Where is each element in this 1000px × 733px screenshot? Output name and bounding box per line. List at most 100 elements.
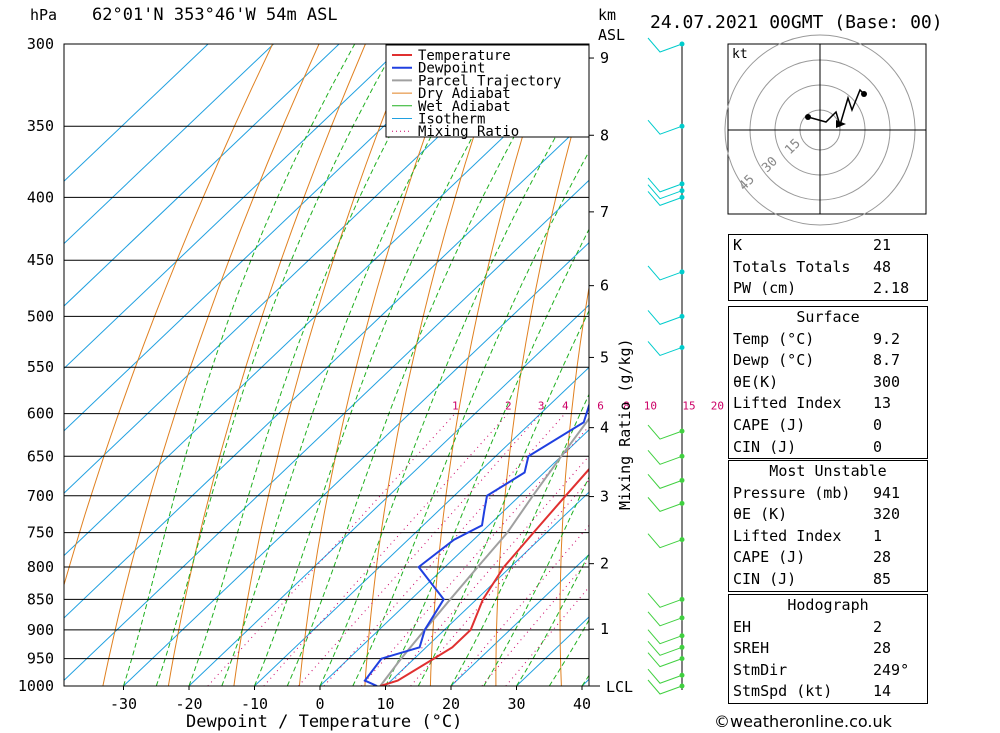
mixing-ratio-axis-title: Mixing Ratio (g/kg) (616, 338, 634, 510)
mixing-ratio-label: 15 (682, 400, 695, 413)
hodograph-start-dot (805, 114, 811, 120)
pressure-tick-label: 550 (27, 358, 54, 376)
wind-barb (647, 119, 683, 135)
profiles (363, 402, 589, 686)
hodograph-table-title: Hodograph (787, 596, 869, 614)
wet-adiabat-line (516, 552, 589, 686)
table-row: Pressure (mb) 941 (729, 483, 927, 505)
table-value: 9.2 (873, 329, 901, 348)
table-row: Dewp (°C) 8.7 (729, 350, 927, 372)
table-value: 320 (873, 505, 901, 524)
table-value: 14 (873, 682, 892, 701)
temperature-tick-label: -30 (110, 695, 137, 713)
table-row: θE (K) 320 (729, 504, 927, 526)
legend-entry: Temperature (418, 48, 511, 64)
pressure-tick-label: 600 (27, 405, 54, 423)
wind-barb (647, 593, 683, 608)
isotherm-line (64, 44, 209, 182)
isotherm-line (64, 179, 589, 681)
table-value: 2 (873, 617, 883, 636)
table-key: CIN (J) (733, 569, 797, 588)
isotherm-line (64, 44, 536, 494)
axis-labels: 1234681015202530035040045050055060065070… (18, 35, 747, 713)
table-key: K (733, 236, 743, 254)
isotherm-line (254, 366, 589, 686)
table-key: Totals Totals (733, 257, 851, 276)
dewpoint-line (363, 402, 589, 686)
table-value: 21 (873, 236, 892, 254)
table-value: 0 (873, 437, 883, 456)
mixing-ratio-line (481, 558, 589, 686)
indices-table: K 21 Totals Totals 48 PW (cm) 2.18 (728, 234, 928, 301)
asl-label: ASL (598, 26, 625, 44)
copyright[interactable]: ©weatheronline.co.uk (714, 712, 892, 731)
hpa-label: hPa (30, 6, 57, 24)
isotherm-line (123, 241, 589, 686)
mixing-ratio-label: 3 (538, 400, 545, 413)
pressure-tick-label: 850 (27, 590, 54, 608)
pressure-tick-label: 350 (27, 117, 54, 135)
wind-barb (647, 629, 683, 645)
wet-adiabat-line (254, 44, 525, 686)
wind-barb (647, 652, 683, 668)
table-value: 0 (873, 415, 883, 434)
isotherm-line (188, 304, 589, 686)
dry-adiabat-line (959, 44, 1000, 686)
mixing-ratio-label: 6 (597, 400, 604, 413)
most-unstable-title: Most Unstable (769, 462, 887, 480)
table-key: Lifted Index (733, 394, 842, 413)
surface-title: Surface (796, 308, 860, 326)
pressure-tick-label: 750 (27, 524, 54, 542)
dry-adiabat-line (429, 44, 552, 686)
hodograph-trace (807, 88, 865, 128)
pressure-tick-label: 950 (27, 650, 54, 668)
isotherm-line (450, 553, 589, 686)
table-key: CAPE (J) (733, 548, 806, 567)
x-axis-title: Dewpoint / Temperature (°C) (186, 712, 462, 732)
isotherm-line (64, 44, 405, 370)
pressure-tick-label: 900 (27, 621, 54, 639)
wind-barb (647, 611, 683, 627)
km-tick-label: 9 (600, 49, 609, 67)
km-tick-label: 8 (600, 126, 609, 144)
temperature-tick-label: 30 (507, 695, 525, 713)
isotherm-line (64, 44, 274, 245)
table-value: 2.18 (873, 279, 910, 298)
legend-entry: Dewpoint (418, 61, 485, 77)
isotherm-line (385, 491, 589, 686)
table-value: 8.7 (873, 351, 901, 370)
table-value: 941 (873, 483, 901, 502)
wind-barb (647, 679, 683, 695)
table-row: CAPE (J) 28 (729, 547, 927, 569)
pressure-tick-label: 1000 (18, 677, 54, 695)
table-value: 13 (873, 394, 892, 413)
wind-barb (647, 474, 683, 489)
isotherm-line (64, 117, 589, 619)
table-row: StmDir 249° (729, 660, 927, 682)
wind-barb (647, 341, 683, 357)
table-key: Temp (°C) (733, 329, 815, 348)
parcel-trajectory-line (379, 417, 589, 686)
table-value: 300 (873, 372, 901, 391)
wind-barb (647, 310, 683, 325)
table-key: Pressure (mb) (733, 483, 851, 502)
temperature-tick-label: -10 (241, 695, 268, 713)
wind-barb (647, 668, 683, 684)
legend-entry: Parcel Trajectory (418, 73, 561, 89)
wind-barb (647, 265, 683, 281)
table-value: 249° (873, 660, 910, 679)
mixing-ratio-label: 8 (623, 400, 630, 413)
km-tick-label: 6 (600, 277, 609, 295)
mixing-ratio-label: 1 (452, 400, 459, 413)
wind-barb (647, 497, 683, 512)
mixing-ratio-label: 4 (562, 400, 569, 413)
wet-adiabat-line (221, 44, 483, 686)
wet-adiabat-line (483, 475, 589, 686)
wind-barb (647, 191, 683, 206)
temperature-line (380, 467, 589, 686)
wet-adiabat-line (319, 76, 589, 686)
table-value: 1 (873, 526, 883, 545)
